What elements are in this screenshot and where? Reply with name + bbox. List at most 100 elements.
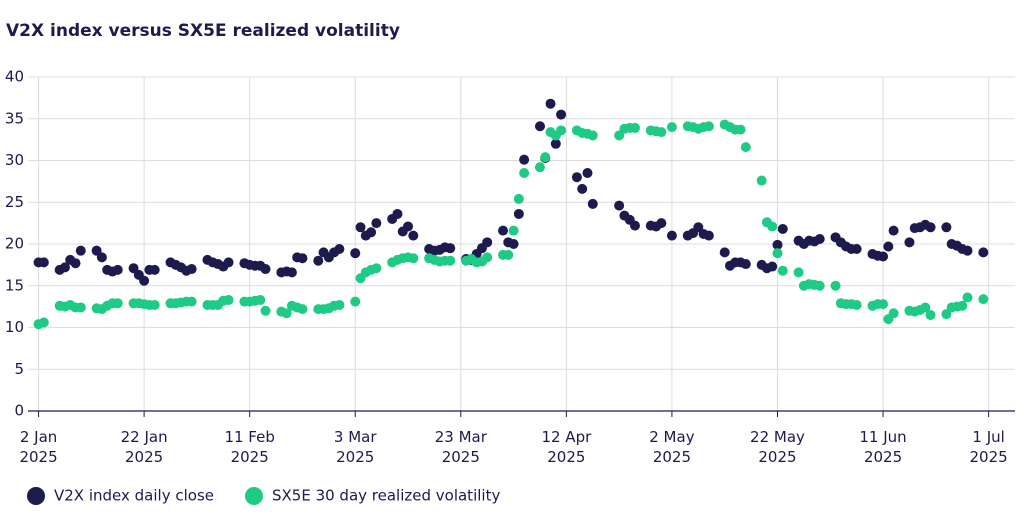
point bbox=[139, 275, 150, 286]
point bbox=[366, 227, 377, 238]
point bbox=[740, 142, 751, 153]
y-tick-label: 35 bbox=[5, 109, 24, 127]
point bbox=[957, 300, 968, 311]
point bbox=[550, 138, 561, 149]
point bbox=[128, 263, 139, 274]
legend-marker bbox=[27, 487, 45, 505]
point bbox=[614, 200, 625, 211]
point bbox=[693, 222, 704, 233]
point bbox=[629, 220, 640, 231]
point bbox=[334, 299, 345, 310]
x-tick-label: 11 Jun 2025 bbox=[859, 428, 906, 466]
point bbox=[941, 309, 952, 320]
point bbox=[888, 225, 899, 236]
y-tick-label: 25 bbox=[5, 193, 24, 211]
y-tick-label: 0 bbox=[14, 402, 24, 420]
y-tick-label: 30 bbox=[5, 151, 24, 169]
point bbox=[186, 296, 197, 307]
point bbox=[371, 263, 382, 274]
point bbox=[91, 245, 102, 256]
point bbox=[149, 299, 160, 310]
point bbox=[629, 122, 640, 133]
point bbox=[255, 294, 266, 305]
point bbox=[70, 258, 81, 269]
point bbox=[534, 121, 545, 132]
point bbox=[656, 127, 667, 138]
point bbox=[851, 244, 862, 255]
point bbox=[403, 221, 414, 232]
point bbox=[793, 267, 804, 278]
point bbox=[878, 251, 889, 262]
x-tick-label: 1 Jul 2025 bbox=[970, 428, 1008, 466]
point bbox=[408, 230, 419, 241]
point bbox=[814, 280, 825, 291]
x-tick-label: 12 Apr 2025 bbox=[541, 428, 592, 466]
point bbox=[286, 267, 297, 278]
point bbox=[941, 222, 952, 233]
point bbox=[888, 308, 899, 319]
point bbox=[703, 121, 714, 132]
point bbox=[719, 247, 730, 258]
point bbox=[545, 98, 556, 109]
point bbox=[962, 245, 973, 256]
point bbox=[38, 257, 49, 268]
point bbox=[350, 296, 361, 307]
point bbox=[112, 298, 123, 309]
x-tick-label: 22 Jan 2025 bbox=[121, 428, 168, 466]
point bbox=[571, 172, 582, 183]
y-tick-label: 15 bbox=[5, 276, 24, 294]
point bbox=[392, 208, 403, 219]
point bbox=[534, 162, 545, 173]
y-tick-label: 20 bbox=[5, 235, 24, 253]
point bbox=[297, 253, 308, 264]
point bbox=[904, 237, 915, 248]
point bbox=[38, 317, 49, 328]
point bbox=[740, 259, 751, 270]
x-tick-label: 2 May 2025 bbox=[649, 428, 694, 466]
point bbox=[149, 264, 160, 275]
point bbox=[408, 253, 419, 264]
point bbox=[75, 302, 86, 313]
point bbox=[772, 248, 783, 259]
x-tick-label: 2 Jan 2025 bbox=[19, 428, 57, 466]
point bbox=[186, 264, 197, 275]
legend-label: SX5E 30 day realized volatility bbox=[272, 487, 500, 505]
point bbox=[703, 230, 714, 241]
point bbox=[878, 299, 889, 310]
point bbox=[371, 218, 382, 229]
point bbox=[656, 218, 667, 229]
point bbox=[75, 245, 86, 256]
point bbox=[735, 124, 746, 135]
point bbox=[223, 257, 234, 268]
point bbox=[767, 261, 778, 272]
point bbox=[666, 230, 677, 241]
point bbox=[767, 221, 778, 232]
point bbox=[482, 252, 493, 263]
point bbox=[925, 309, 936, 320]
point bbox=[281, 308, 292, 319]
point bbox=[482, 237, 493, 248]
point bbox=[445, 243, 456, 254]
point bbox=[925, 222, 936, 233]
x-tick-label: 22 May 2025 bbox=[750, 428, 805, 466]
point bbox=[519, 168, 530, 179]
legend-marker bbox=[244, 487, 263, 505]
point bbox=[513, 193, 524, 204]
point bbox=[508, 239, 519, 249]
point bbox=[260, 305, 271, 316]
point bbox=[777, 223, 788, 234]
point bbox=[445, 255, 456, 266]
point bbox=[519, 154, 530, 165]
point bbox=[297, 304, 308, 315]
x-tick-label: 11 Feb 2025 bbox=[224, 428, 274, 466]
y-tick-label: 10 bbox=[5, 318, 24, 336]
point bbox=[577, 183, 588, 194]
y-tick-label: 5 bbox=[14, 360, 24, 378]
point bbox=[540, 152, 551, 163]
point bbox=[260, 264, 271, 275]
point bbox=[96, 252, 107, 263]
point bbox=[814, 233, 825, 244]
point bbox=[756, 175, 767, 186]
point bbox=[851, 299, 862, 310]
